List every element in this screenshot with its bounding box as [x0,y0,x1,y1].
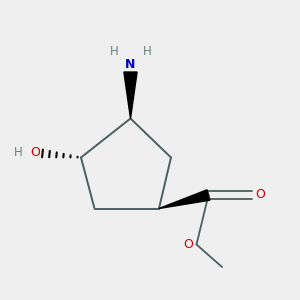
Text: N: N [125,58,136,70]
Polygon shape [124,72,137,118]
Text: O: O [183,238,193,251]
Text: O: O [256,188,266,202]
Text: H: H [14,146,22,160]
Text: H: H [110,46,118,59]
Text: O: O [30,146,40,160]
Text: H: H [142,46,152,59]
Polygon shape [159,190,210,208]
